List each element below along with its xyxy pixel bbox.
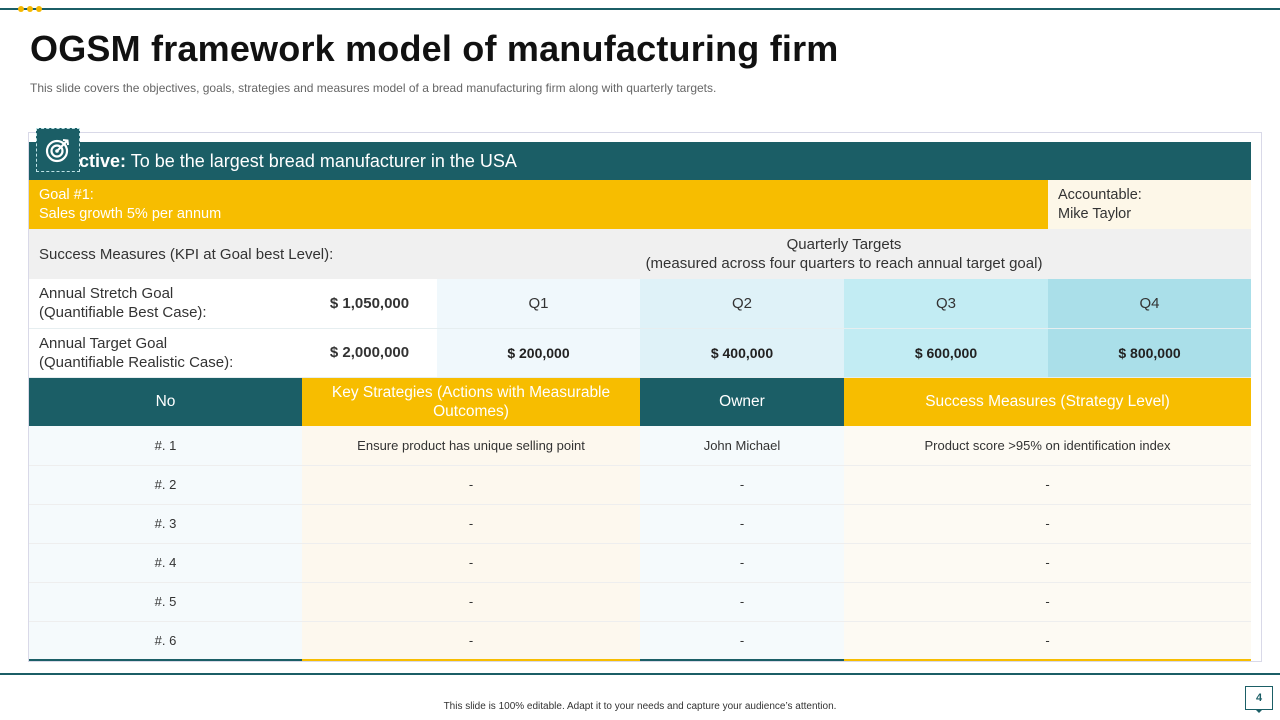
dot <box>36 6 42 12</box>
kpi-label-line1: Annual Stretch Goal <box>39 285 174 303</box>
header-no: No <box>29 377 302 426</box>
kpi-row-target: Annual Target Goal (Quantifiable Realist… <box>29 328 1252 378</box>
kpi-row-stretch: Annual Stretch Goal (Quantifiable Best C… <box>29 279 1252 329</box>
kpi-value: $ 1,050,000 <box>302 279 437 329</box>
kpi-label-line1: Annual Target Goal <box>39 334 168 352</box>
row-measure: - <box>844 543 1252 583</box>
accent-teal <box>640 659 844 661</box>
table-row: #. 2 - - - <box>29 465 1252 505</box>
objective-cell: Objective: To be the largest bread manuf… <box>29 142 1252 180</box>
table-row: #. 6 - - - <box>29 621 1252 661</box>
success-measures-row: Success Measures (KPI at Goal best Level… <box>29 229 1252 279</box>
accountable-name: Mike Taylor <box>1058 205 1132 222</box>
header-key-strategies: Key Strategies (Actions with Measurable … <box>302 377 640 426</box>
target-icon <box>45 139 69 163</box>
accountable-label: Accountable: <box>1058 186 1142 203</box>
goal-number: Goal #1: <box>39 186 94 203</box>
objective-icon-box <box>36 128 80 172</box>
row-number: #. 2 <box>29 465 302 505</box>
row-owner: - <box>640 543 844 583</box>
row-strategy: - <box>302 465 640 505</box>
row-strategy: - <box>302 543 640 583</box>
bottom-rule <box>0 673 1280 675</box>
target-q2: $ 400,000 <box>640 328 844 378</box>
target-q4: $ 800,000 <box>1048 328 1252 378</box>
target-q1: $ 200,000 <box>437 328 640 378</box>
page-number-badge: 4 <box>1245 686 1273 713</box>
row-measure: - <box>844 582 1252 622</box>
quarter-q3: Q3 <box>844 279 1048 329</box>
objective-row: Objective: To be the largest bread manuf… <box>29 142 1252 180</box>
row-number: #. 5 <box>29 582 302 622</box>
row-owner: - <box>640 504 844 544</box>
content-frame <box>28 132 1262 662</box>
success-measures-label: Success Measures (KPI at Goal best Level… <box>29 229 437 279</box>
row-owner: - <box>640 582 844 622</box>
quarterly-targets-title: Quarterly Targets <box>786 236 902 253</box>
row-owner: - <box>640 465 844 505</box>
page-subtitle: This slide covers the objectives, goals,… <box>30 81 717 95</box>
row-measure: - <box>844 465 1252 505</box>
target-q3: $ 600,000 <box>844 328 1048 378</box>
goal-text: Sales growth 5% per annum <box>39 205 222 222</box>
row-strategy: - <box>302 582 640 622</box>
row-measure: Product score >95% on identification ind… <box>844 426 1252 466</box>
table-row: #. 5 - - - <box>29 582 1252 622</box>
kpi-label-line2: (Quantifiable Realistic Case): <box>39 353 234 371</box>
row-owner: John Michael <box>640 426 844 466</box>
row-number: #. 1 <box>29 426 302 466</box>
objective-text: To be the largest bread manufacturer in … <box>130 150 517 171</box>
quarter-q2: Q2 <box>640 279 844 329</box>
row-measure: - <box>844 621 1252 661</box>
row-strategy: Ensure product has unique selling point <box>302 426 640 466</box>
table-row: #. 4 - - - <box>29 543 1252 583</box>
accent-yellow <box>302 659 640 661</box>
accent-teal <box>29 659 302 661</box>
strategy-header-row: No Key Strategies (Actions with Measurab… <box>29 377 1252 426</box>
goal-cell: Goal #1: Sales growth 5% per annum <box>29 180 1048 229</box>
top-rule <box>0 8 1280 10</box>
quarterly-targets-cell: Quarterly Targets (measured across four … <box>437 229 1252 279</box>
row-number: #. 6 <box>29 621 302 661</box>
quarter-q1: Q1 <box>437 279 640 329</box>
kpi-label-line2: (Quantifiable Best Case): <box>39 304 207 322</box>
page-title: OGSM framework model of manufacturing fi… <box>30 28 839 69</box>
decorative-dots <box>18 6 42 12</box>
kpi-label: Annual Stretch Goal (Quantifiable Best C… <box>29 279 302 329</box>
header-owner: Owner <box>640 377 844 426</box>
row-owner: - <box>640 621 844 661</box>
kpi-label: Annual Target Goal (Quantifiable Realist… <box>29 328 302 378</box>
table-row: #. 3 - - - <box>29 504 1252 544</box>
table-row: #. 1 Ensure product has unique selling p… <box>29 426 1252 466</box>
accent-yellow <box>844 659 1251 661</box>
quarterly-targets-subtitle: (measured across four quarters to reach … <box>645 255 1043 272</box>
header-success-measures: Success Measures (Strategy Level) <box>844 377 1252 426</box>
kpi-value: $ 2,000,000 <box>302 328 437 378</box>
row-number: #. 3 <box>29 504 302 544</box>
dot <box>18 6 24 12</box>
quarter-q4: Q4 <box>1048 279 1252 329</box>
accountable-cell: Accountable: Mike Taylor <box>1048 180 1252 229</box>
row-strategy: - <box>302 504 640 544</box>
row-strategy: - <box>302 621 640 661</box>
footer-note: This slide is 100% editable. Adapt it to… <box>443 701 837 712</box>
dot <box>27 6 33 12</box>
goal-row: Goal #1: Sales growth 5% per annum Accou… <box>29 180 1252 229</box>
ogsm-table: Objective: To be the largest bread manuf… <box>29 142 1252 661</box>
row-measure: - <box>844 504 1252 544</box>
row-number: #. 4 <box>29 543 302 583</box>
